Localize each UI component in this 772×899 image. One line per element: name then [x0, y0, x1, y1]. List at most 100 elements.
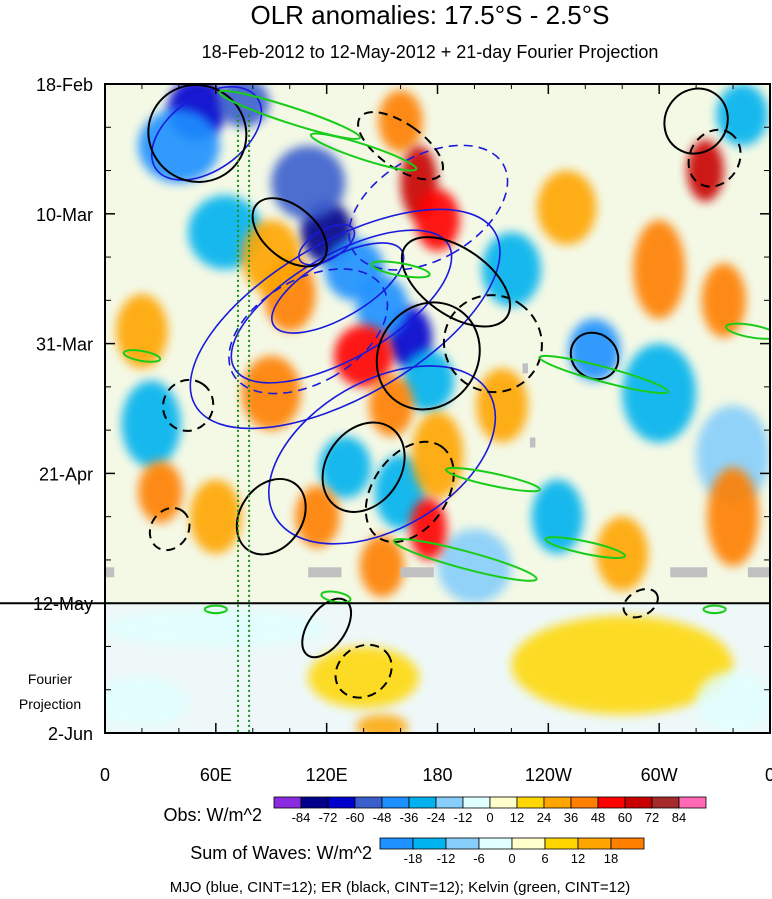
kelvin-contour — [544, 536, 627, 559]
projection-cell — [105, 609, 327, 647]
anomaly-cell — [138, 108, 220, 183]
footer-legend: MJO (blue, CINT=12); ER (black, CINT=12)… — [170, 879, 631, 896]
anomaly-cell — [374, 454, 427, 530]
obs-colorbar-swatch — [624, 796, 653, 809]
obs-colorbar-tick-label: 12 — [510, 810, 524, 825]
waves-colorbar-tick-label: -6 — [473, 851, 485, 866]
waves-colorbar-swatch — [544, 837, 579, 850]
missing-data-bar — [522, 363, 529, 374]
anomaly-cell — [295, 485, 340, 548]
anomaly-cell — [319, 436, 371, 499]
waves-colorbar-swatch — [511, 837, 546, 850]
anomaly-cell — [481, 232, 541, 307]
anomaly-cell — [411, 411, 464, 499]
obs-colorbar-tick-label: 36 — [564, 810, 578, 825]
anomaly-cell — [476, 368, 529, 443]
obs-colorbar-tick-label: -24 — [427, 810, 446, 825]
anomaly-cell — [707, 467, 759, 567]
obs-colorbar-tick-label: -48 — [373, 810, 392, 825]
er-contour — [400, 236, 512, 328]
waves-colorbar-tick-label: 12 — [571, 851, 585, 866]
kelvin-contour — [218, 89, 362, 140]
er-contour — [148, 506, 191, 552]
anomaly-cell — [415, 189, 460, 251]
obs-colorbar-swatch — [273, 796, 302, 809]
er-contour — [364, 440, 455, 544]
obs-colorbar-swatch — [597, 796, 626, 809]
anomaly-cell — [696, 405, 770, 505]
waves-colorbar-swatch — [478, 837, 513, 850]
obs-colorbar-tick-label: -36 — [400, 810, 419, 825]
projection-label-line2: Projection — [19, 696, 81, 712]
kelvin-contour — [702, 604, 727, 615]
obs-colorbar-tick-label: -60 — [346, 810, 365, 825]
waves-colorbar-swatch — [577, 837, 612, 850]
anomaly-cell — [686, 139, 724, 202]
waves-colorbar: -18 -12 -6 0 6 12 18 — [379, 837, 645, 866]
waves-colorbar-tick-label: 0 — [508, 851, 515, 866]
anomaly-cell — [537, 170, 597, 245]
anomaly-cell — [271, 145, 346, 220]
obs-colorbar-label: Obs: W/m^2 — [164, 805, 262, 825]
anomaly-cell — [138, 461, 183, 523]
obs-colorbar-swatch — [570, 796, 599, 809]
vertical-guides — [237, 114, 251, 733]
waves-colorbar-swatch — [445, 837, 480, 850]
chart-title: OLR anomalies: 17.5°S - 2.5°S — [251, 0, 610, 30]
missing-data-bar — [400, 567, 434, 578]
waves-colorbar-swatch — [379, 837, 414, 850]
waves-colorbar-tick-label: 18 — [604, 851, 618, 866]
er-contour — [235, 477, 307, 556]
anomaly-cell — [701, 263, 746, 338]
obs-colorbar-tick-label: -12 — [454, 810, 473, 825]
mjo-contour — [189, 208, 501, 430]
anomaly-cell — [121, 380, 181, 468]
kelvin-contour — [203, 604, 228, 615]
waves-colorbar-tick-label: -18 — [404, 851, 423, 866]
anomaly-cell — [369, 374, 414, 437]
er-contour — [442, 294, 543, 394]
obs-colorbar: -84 -72 -60 -48 -36 -24 -12 0 12 24 36 48 60 72 84 — [273, 796, 707, 825]
kelvin-contour — [122, 349, 162, 363]
er-contours — [147, 84, 742, 699]
er-contour — [663, 87, 729, 155]
waves-colorbar-label: Sum of Waves: W/m^2 — [190, 843, 372, 863]
obs-colorbar-tick-label: 84 — [672, 810, 686, 825]
x-tick-label: 60W — [641, 765, 678, 785]
obs-colorbar-swatch — [300, 796, 329, 809]
er-contour — [251, 197, 328, 268]
mjo-contour — [268, 365, 497, 545]
kelvin-contours — [122, 89, 770, 615]
obs-colorbar-swatch — [381, 796, 410, 809]
kelvin-contour — [370, 260, 431, 279]
missing-data-bars — [105, 363, 770, 578]
projection-cell — [308, 646, 420, 709]
kelvin-contour — [320, 590, 352, 604]
waves-colorbar-swatch — [412, 837, 447, 850]
anomaly-cell — [356, 275, 408, 338]
axis-ticks: 0 60E 120E 180 120W 60W 0 18-Feb 10-Mar 31-Mar 21-… — [33, 75, 772, 785]
y-tick-label: 21-Apr — [39, 464, 93, 484]
obs-colorbar-tick-label: 0 — [486, 810, 493, 825]
x-tick-label: 120E — [306, 765, 348, 785]
waves-colorbar-tick-label: 6 — [541, 851, 548, 866]
projection-cell — [356, 714, 408, 733]
anomaly-cell — [716, 84, 769, 146]
x-tick-label: 0 — [100, 765, 110, 785]
anomaly-cell — [189, 479, 242, 554]
obs-colorbar-swatch — [489, 796, 518, 809]
mjo-contour — [228, 268, 389, 395]
missing-data-bar — [105, 567, 115, 578]
er-contour — [622, 588, 659, 619]
anomaly-cell — [633, 219, 686, 319]
obs-colorbar-tick-label: -84 — [292, 810, 311, 825]
mjo-contour — [348, 144, 509, 271]
y-tick-label: 31-Mar — [36, 335, 93, 355]
er-contour — [301, 597, 353, 659]
er-contour — [162, 378, 215, 432]
er-contour — [687, 128, 742, 188]
obs-colorbar-tick-label: 60 — [618, 810, 632, 825]
kelvin-contour — [725, 322, 770, 340]
missing-data-bar — [747, 567, 770, 578]
anomaly-cell — [359, 535, 405, 598]
